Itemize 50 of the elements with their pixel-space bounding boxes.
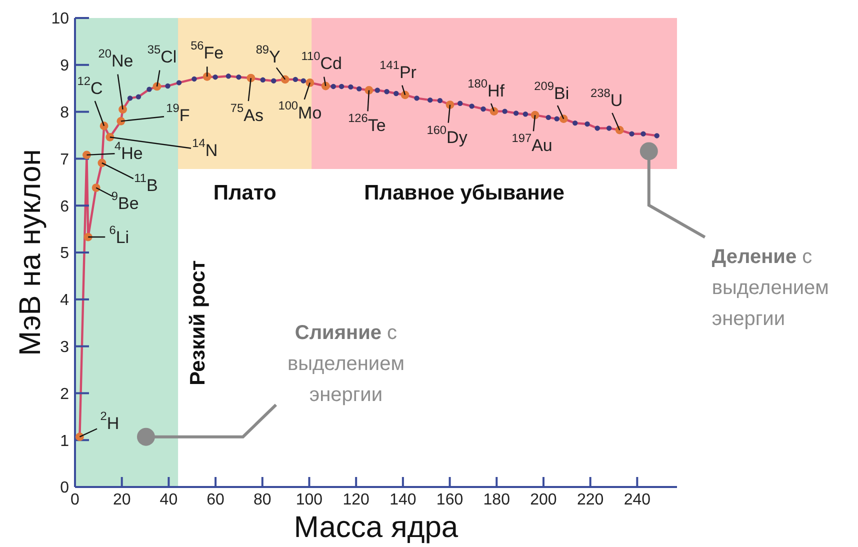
annotation: $^{141}$Pr: [380, 58, 417, 82]
x-tick-label: 40: [160, 491, 178, 508]
y-tick-label: 2: [60, 386, 70, 403]
x-tick-label: 60: [206, 491, 225, 508]
band-label: Плато: [213, 182, 276, 205]
annotation: $^{14}$N: [192, 136, 218, 160]
band-label: Резкий рост: [186, 260, 210, 386]
y-tick-label: 6: [60, 198, 70, 216]
annotation: $^{35}$Cl: [147, 42, 177, 66]
annotation: Деление с выделением энергии: [712, 246, 829, 330]
y-tick-label: 0: [60, 480, 70, 497]
x-tick-label: 120: [342, 491, 370, 508]
annotation: $^{4}$He: [114, 138, 143, 162]
x-tick-label: 240: [624, 491, 651, 508]
x-tick-label: 20: [112, 491, 131, 508]
annotation: $^{6}$Li: [109, 223, 130, 247]
annotation: $^{110}$Cd: [301, 49, 342, 73]
band-label: Плавное убывание: [364, 182, 564, 205]
y-tick-label: 8: [60, 104, 70, 122]
annotation: $^{238}$U: [590, 86, 623, 110]
annotation: $^{89}$Y: [256, 42, 280, 66]
x-tick-label: 200: [530, 491, 557, 508]
x-tick-label: 160: [436, 491, 464, 508]
annotation: $^{20}$Ne: [98, 46, 134, 70]
annotation: $^{100}$Mo: [278, 98, 322, 122]
y-tick-label: 10: [51, 10, 70, 28]
y-tick-label: 5: [60, 245, 70, 262]
x-tick-label: 80: [253, 491, 272, 508]
y-tick-label: 9: [60, 58, 70, 75]
annotation: $^{12}$C: [77, 74, 103, 98]
y-tick-label: 1: [60, 432, 70, 450]
x-tick-label: 220: [576, 491, 604, 508]
y-axis-title: МэВ на нуклон: [14, 149, 46, 356]
annotation: $^{180}$Hf: [468, 76, 505, 100]
annotation: $^{197}$Au: [512, 131, 552, 155]
annotation: $^{209}$Bi: [534, 78, 570, 102]
annotation: $^{56}$Fe: [190, 38, 224, 62]
y-tick-label: 4: [60, 292, 70, 310]
x-tick-label: 180: [483, 491, 510, 508]
y-tick-label: 3: [60, 338, 70, 356]
x-tick-label: 100: [296, 491, 323, 508]
annotation: $^{2}$H: [100, 408, 120, 432]
annotation: $^{75}$As: [230, 101, 264, 125]
annotation: Слияние с выделением энергии: [287, 322, 404, 406]
y-tick-label: 7: [60, 151, 70, 168]
annotation: $^{126}$Te: [348, 111, 386, 135]
annotation: $^{160}$Dy: [426, 122, 468, 146]
annotation: $^{19}$F: [166, 101, 190, 125]
x-tick-label: 140: [390, 491, 416, 508]
x-axis-title: Масса ядра: [294, 511, 458, 544]
